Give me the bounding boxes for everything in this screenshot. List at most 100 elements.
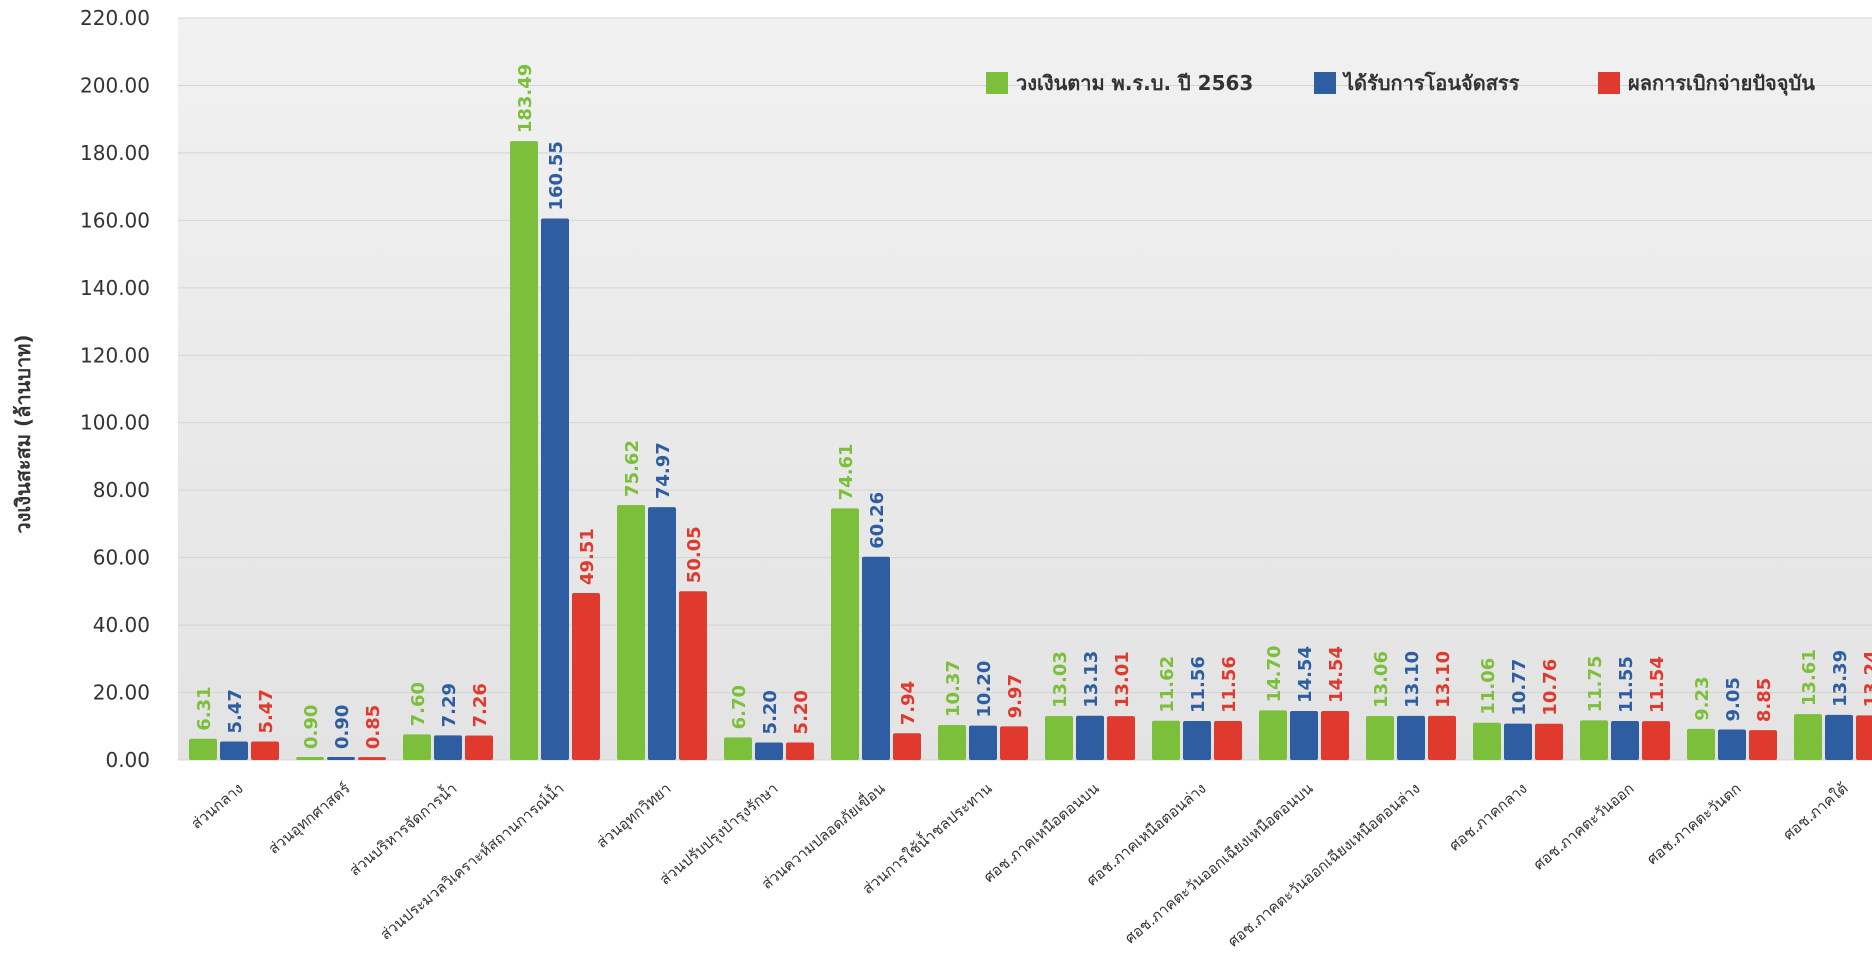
data-label: 9.23 [1692,676,1713,720]
bar [1397,715,1425,760]
data-label: 9.05 [1723,677,1744,721]
y-tick-label: 80.00 [93,478,150,502]
bar [1794,714,1822,760]
x-tick-label: ส่วนอุทกศาสตร์ [265,779,354,858]
bar [358,757,386,760]
data-label: 13.10 [1433,651,1454,708]
x-tick-label: ส่วนบริหารจัดการน้ำ [345,778,461,880]
x-axis: ส่วนกลาง ส่วนอุทกศาสตร์ส่วนบริหารจัดการน้… [188,778,1852,951]
grid-layer [178,17,1872,761]
bar [541,218,569,760]
legend-label: วงเงินตาม พ.ร.บ. ปี 2563 [1016,71,1253,95]
data-label: 6.70 [729,685,750,729]
bar [1152,720,1180,760]
data-label: 8.85 [1754,678,1775,722]
bar [648,507,676,760]
bar [679,591,707,760]
bar [786,742,814,760]
bar [1856,715,1872,760]
legend: วงเงินตาม พ.ร.บ. ปี 2563 ได้รับการโอนจัดส… [986,71,1815,96]
bar [1749,730,1777,760]
bar [1504,723,1532,760]
data-label: 0.90 [301,705,322,749]
x-tick-label: ส่วนปรับปรุงบำรุงรักษา [656,779,782,889]
data-label: 5.47 [256,689,277,733]
data-label: 49.51 [577,528,598,585]
bar [572,593,600,760]
bar [969,725,997,760]
data-label: 50.05 [684,526,705,583]
data-label: 13.03 [1050,651,1071,708]
y-axis: 0.00 20.00 40.00 60.00 80.00 100.00 120.00 140.… [80,6,150,772]
data-label: 9.97 [1005,674,1026,718]
data-label: 11.06 [1478,658,1499,715]
data-label: 10.37 [943,660,964,717]
data-label: 11.55 [1616,656,1637,713]
x-tick-label: ศอช.ภาคเหนือตอนบน [980,779,1103,886]
y-tick-label: 180.00 [80,141,150,165]
x-tick-label: ศอช.ภาคตะวันออก [1530,779,1638,873]
y-tick-label: 200.00 [80,73,150,97]
data-label: 7.94 [898,681,919,725]
bar [1473,722,1501,760]
data-label: 60.26 [867,492,888,549]
data-label: 5.20 [791,690,812,734]
data-label: 11.56 [1219,656,1240,713]
bar [465,735,493,760]
bar [251,741,279,760]
bar [617,504,645,760]
y-tick-label: 160.00 [80,208,150,232]
data-label: 6.31 [194,686,215,730]
data-label: 13.24 [1861,650,1872,707]
bar [724,737,752,760]
legend-label: ได้รับการโอนจัดสรร [1342,71,1520,95]
bar [1642,721,1670,760]
bar [755,742,783,760]
data-label: 74.97 [653,442,674,499]
bar [862,556,890,760]
bars-layer [189,141,1872,760]
bar [1580,720,1608,760]
x-tick-label: ศอช.ภาคตะวันออกเฉียงเหนือตอนล่าง [1224,779,1423,950]
legend-label: ผลการเบิกจ่ายปัจจุบัน [1628,71,1815,96]
data-label: 13.61 [1799,649,1820,706]
data-label: 183.49 [515,64,536,133]
y-tick-label: 120.00 [80,343,150,367]
bar [1290,710,1318,760]
plot-area [178,18,1872,760]
bar [1000,726,1028,760]
data-label: 7.26 [470,683,491,727]
data-label: 0.90 [332,705,353,749]
data-label: 13.01 [1112,651,1133,708]
data-label: 14.54 [1326,646,1347,703]
bar [1687,728,1715,760]
y-tick-label: 140.00 [80,276,150,300]
data-label: 7.60 [408,682,429,726]
bar [1611,721,1639,760]
bar [189,738,217,760]
y-tick-label: 40.00 [93,613,150,637]
data-label: 0.85 [363,705,384,749]
data-label: 10.20 [974,661,995,718]
data-label: 14.70 [1264,645,1285,702]
y-tick-label: 220.00 [80,6,150,30]
data-label: 13.10 [1402,651,1423,708]
labels-layer: 6.31 5.47 5.47 0.90 0.90 0.85 7.60 7.29 7.26 183.… [194,64,1872,749]
bar [1045,716,1073,760]
bar [1076,715,1104,760]
bar [938,725,966,760]
bar [1366,715,1394,760]
y-tick-label: 60.00 [93,546,150,570]
x-tick-label: ศอช.ภาคตะวันออกเฉียงเหนือตอนบน [1121,779,1316,947]
bar [434,735,462,760]
data-label: 11.54 [1647,656,1668,713]
y-tick-label: 100.00 [80,411,150,435]
y-axis-title: วงเงินสะสม (ล้านบาท) [11,334,35,533]
bar [893,733,921,760]
bar [220,741,248,760]
data-label: 5.20 [760,690,781,734]
data-label: 74.61 [836,443,857,500]
x-tick-label: ส่วนอุทกวิทยา [593,779,675,852]
data-label: 160.55 [546,141,567,210]
